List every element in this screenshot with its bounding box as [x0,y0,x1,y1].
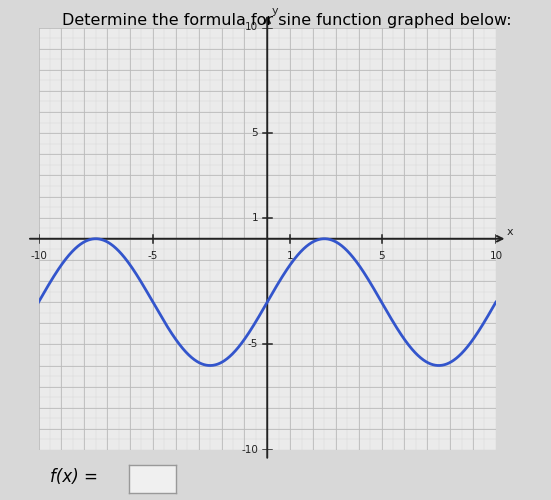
Text: -10: -10 [30,252,47,262]
Text: 1: 1 [251,212,258,222]
Text: -5: -5 [248,340,258,349]
Text: 10: 10 [489,252,503,262]
Text: Determine the formula for sine function graphed below:: Determine the formula for sine function … [62,12,511,28]
Text: x: x [506,228,513,237]
Text: f(x) =: f(x) = [50,468,98,486]
Text: 1: 1 [287,252,294,262]
Text: -10: -10 [241,445,258,455]
Text: 5: 5 [251,128,258,138]
Text: 5: 5 [378,252,385,262]
Text: -5: -5 [148,252,158,262]
Text: y: y [272,6,279,16]
Text: 10: 10 [245,22,258,32]
